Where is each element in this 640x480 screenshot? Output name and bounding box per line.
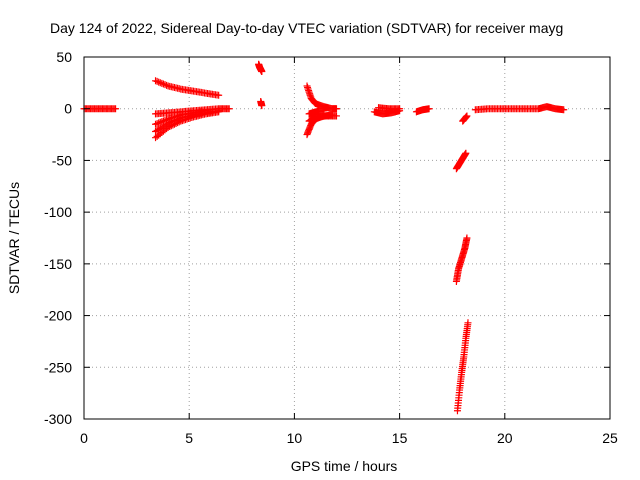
data-point [161,116,169,124]
data-point [153,120,161,128]
x-tick-label: 0 [80,430,88,446]
y-tick-label: -300 [44,411,72,427]
data-point [153,77,161,85]
data-point [332,112,340,120]
y-tick-label: -100 [44,204,72,220]
data-point [215,91,223,99]
data-point [320,107,328,115]
data-point [152,77,160,85]
y-axis-label: SDTVAR / TECUs [6,182,22,294]
data-point [163,81,171,89]
data-point [156,118,164,126]
x-tick-label: 20 [497,430,513,446]
data-point [258,102,266,110]
data-point [258,67,266,75]
x-tick-label: 15 [392,430,408,446]
data-point [332,105,340,113]
x-tick-label: 5 [185,430,193,446]
data-point [156,79,164,87]
data-point [155,78,163,86]
data-point [152,120,160,128]
data-point [159,117,167,125]
data-point [463,234,471,242]
data-point [155,119,163,127]
data-point [560,106,568,114]
chart-title: Day 124 of 2022, Sidereal Day-to-day VTE… [50,20,563,36]
data-points [80,60,568,415]
data-point [463,112,471,120]
y-tick-label: 50 [56,49,72,65]
data-point [112,105,120,113]
data-point [161,81,169,89]
x-axis-label: GPS time / hours [291,458,398,474]
data-point [425,105,433,113]
y-tick-label: -50 [52,152,72,168]
y-tick-label: -200 [44,308,72,324]
axis-ticks: 0 5 10 15 20 25 50 0 -50 -100 -150 -200 -250 -300 [44,49,618,446]
data-point [158,118,166,126]
y-tick-label: -250 [44,359,72,375]
data-point [396,105,404,113]
data-point [225,105,233,113]
x-tick-label: 25 [602,430,618,446]
y-tick-label: -150 [44,256,72,272]
x-tick-label: 10 [287,430,303,446]
data-point [462,149,470,157]
data-point [159,80,167,88]
y-tick-label: 0 [64,101,72,117]
data-point [163,116,171,124]
data-point [158,79,166,87]
plot-frame [83,56,611,420]
data-point [202,107,210,115]
data-point [464,319,472,327]
